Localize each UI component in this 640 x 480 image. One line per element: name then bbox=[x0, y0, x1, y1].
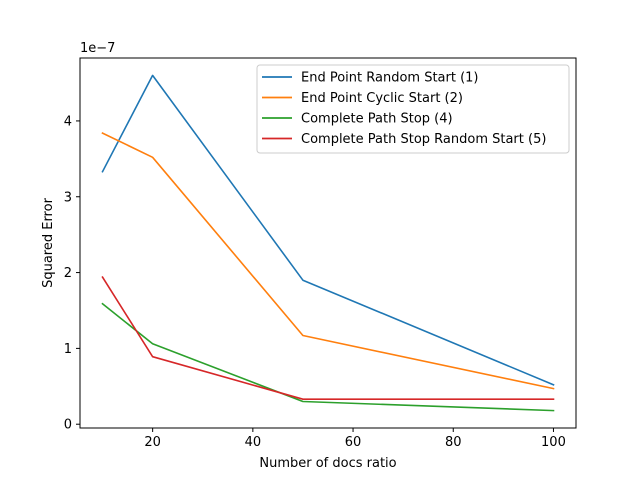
x-tick-label: 20 bbox=[144, 435, 161, 450]
series-line-2 bbox=[101, 132, 555, 390]
y-tick-label: 0 bbox=[64, 418, 72, 433]
series-line-1 bbox=[101, 74, 555, 386]
legend-box bbox=[256, 64, 570, 154]
x-axis-label: Number of docs ratio bbox=[259, 456, 396, 471]
legend-label-3: Complete Path Stop (4) bbox=[301, 112, 453, 127]
x-tick-label: 60 bbox=[345, 435, 362, 450]
legend-label-4: Complete Path Stop Random Start (5) bbox=[301, 132, 546, 147]
x-tick-label: 80 bbox=[445, 435, 462, 450]
y-ticks: 0 1 2 3 4 bbox=[64, 114, 80, 433]
y-tick-label: 4 bbox=[64, 114, 72, 129]
legend: End Point Random Start (1) End Point Cycl… bbox=[256, 64, 570, 154]
series-line-3 bbox=[101, 302, 555, 412]
legend-label-2: End Point Cyclic Start (2) bbox=[301, 91, 463, 106]
series-line-4 bbox=[101, 275, 555, 401]
plot-frame bbox=[79, 57, 577, 429]
y-axis-label: Squared Error bbox=[41, 197, 56, 287]
series-layer bbox=[101, 74, 555, 412]
x-tick-label: 100 bbox=[541, 435, 566, 450]
y-tick-label: 1 bbox=[64, 342, 72, 357]
y-tick-label: 2 bbox=[64, 266, 72, 281]
y-scale-label: 1e−7 bbox=[80, 41, 115, 56]
x-tick-label: 40 bbox=[245, 435, 262, 450]
x-ticks: 20 40 60 80 100 bbox=[144, 428, 566, 450]
y-tick-label: 3 bbox=[64, 190, 72, 205]
legend-label-1: End Point Random Start (1) bbox=[301, 71, 479, 86]
